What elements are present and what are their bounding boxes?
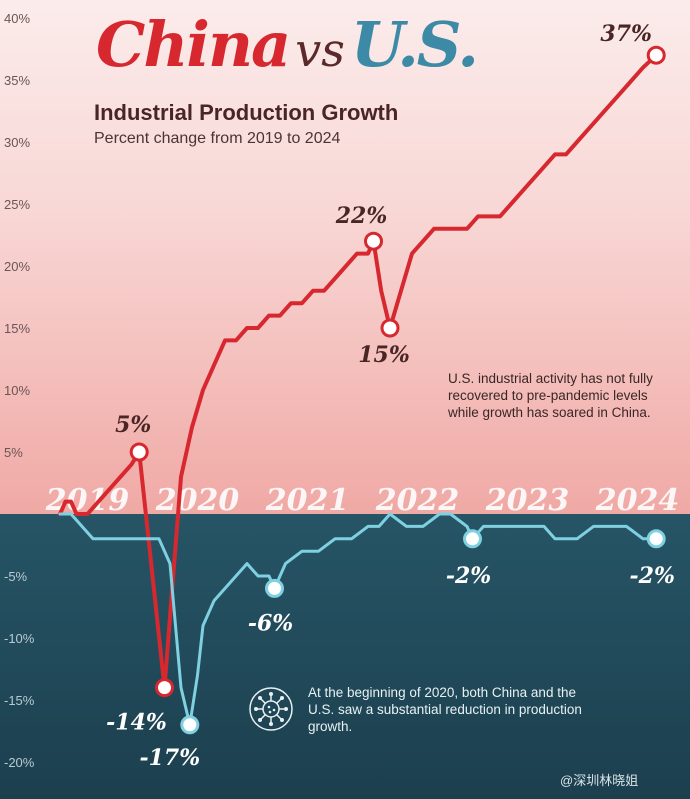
us-recovery-note: U.S. industrial activity has not fully r… (448, 371, 653, 420)
chart-caption: Percent change from 2019 to 2024 (94, 130, 341, 147)
us-data-label: -2% (446, 563, 491, 589)
us-data-label: -6% (248, 610, 293, 636)
china-point-marker (129, 442, 149, 462)
title-vs: vs (295, 23, 345, 77)
y-tick-label: 15% (4, 321, 30, 336)
china-data-label: 5% (115, 412, 151, 438)
y-tick-label: 25% (4, 197, 30, 212)
us-point-marker (265, 578, 284, 598)
title-us: U.S. (350, 8, 479, 81)
title-china: China (96, 8, 291, 81)
positive-zone-background (0, 0, 690, 514)
us-series-line (58, 512, 658, 727)
y-tick-label: 40% (4, 11, 30, 26)
y-tick-label: 30% (4, 135, 30, 150)
y-tick-label: -20% (4, 755, 35, 770)
us-data-label: -2% (630, 563, 675, 589)
china-point-marker (380, 318, 400, 338)
year-label: 2024 (595, 483, 680, 518)
y-tick-label: 20% (4, 259, 30, 274)
china-data-label: 22% (335, 203, 388, 229)
negative-zone-background (0, 514, 690, 799)
china-data-label: 37% (600, 21, 652, 47)
y-tick-label: -5% (4, 569, 28, 584)
virus-icon (248, 686, 294, 732)
chart-subtitle: Industrial Production Growth (94, 100, 399, 125)
y-tick-label: -15% (4, 693, 35, 708)
china-data-label: -14% (106, 710, 167, 736)
pandemic-note: At the beginning of 2020, both China and… (308, 685, 582, 734)
year-label: 2023 (485, 483, 570, 518)
us-data-label: -17% (139, 745, 200, 771)
y-tick-label: 10% (4, 383, 30, 398)
y-tick-label: 5% (4, 445, 23, 460)
year-label: 2021 (265, 483, 350, 518)
china-point-marker (646, 45, 666, 65)
china-point-marker (155, 678, 174, 698)
year-label: 2020 (155, 483, 240, 518)
us-point-marker (646, 529, 666, 549)
china-series-line (58, 53, 659, 690)
us-point-marker (463, 529, 482, 549)
year-label: 2022 (375, 483, 460, 518)
china-point-marker (364, 231, 383, 251)
y-tick-label: 35% (4, 73, 30, 88)
y-tick-label: -10% (4, 631, 35, 646)
chart-title: China vsU.S. (96, 8, 479, 81)
watermark: @深圳林晓姐 (560, 773, 639, 788)
china-data-label: 15% (358, 342, 410, 368)
us-point-marker (180, 715, 200, 735)
